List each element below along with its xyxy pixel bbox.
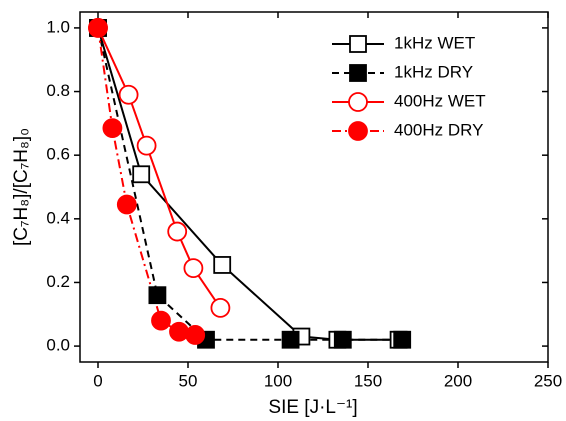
x-axis-label: SIE [J·L⁻¹] [268, 397, 357, 418]
x-tick-label: 50 [179, 371, 198, 390]
legend-label: 1kHz DRY [394, 62, 473, 81]
data-point [132, 165, 151, 184]
legend-marker [348, 121, 368, 141]
y-tick-label: 0.6 [46, 145, 70, 164]
y-tick-label: 0.4 [46, 208, 70, 227]
data-point [118, 84, 139, 105]
y-tick-label: 0.0 [46, 336, 70, 355]
y-tick-label: 1.0 [46, 17, 70, 36]
data-point [148, 286, 167, 305]
legend-marker [349, 64, 367, 82]
data-point [213, 256, 232, 274]
x-tick-label: 250 [534, 371, 562, 390]
y-tick-label: 0.8 [46, 81, 70, 100]
data-point [281, 330, 300, 349]
data-point [333, 330, 352, 349]
y-tick-label: 0.2 [46, 272, 70, 291]
data-point [102, 118, 123, 139]
data-point [88, 18, 108, 38]
legend-label: 1kHz WET [394, 33, 475, 52]
plot-frame [79, 11, 549, 363]
data-point [151, 310, 171, 331]
data-point [210, 298, 231, 318]
x-tick-label: 200 [444, 371, 472, 390]
data-point [167, 221, 188, 242]
legend-label: 400Hz WET [394, 91, 486, 110]
data-point [169, 321, 189, 342]
x-tick-label: 0 [93, 371, 102, 390]
legend-marker [349, 35, 367, 53]
data-point [185, 325, 206, 345]
legend-label: 400Hz DRY [394, 120, 483, 139]
data-point [116, 194, 137, 215]
series-line [97, 27, 403, 341]
x-tick-label: 100 [264, 371, 292, 390]
x-tick-label: 150 [354, 371, 382, 390]
data-point [393, 330, 412, 349]
data-point [136, 135, 157, 156]
y-axis-label: [C₇H₈]/[C₇H₈]₀ [11, 128, 32, 246]
legend-marker [348, 92, 368, 112]
data-point [183, 258, 204, 279]
